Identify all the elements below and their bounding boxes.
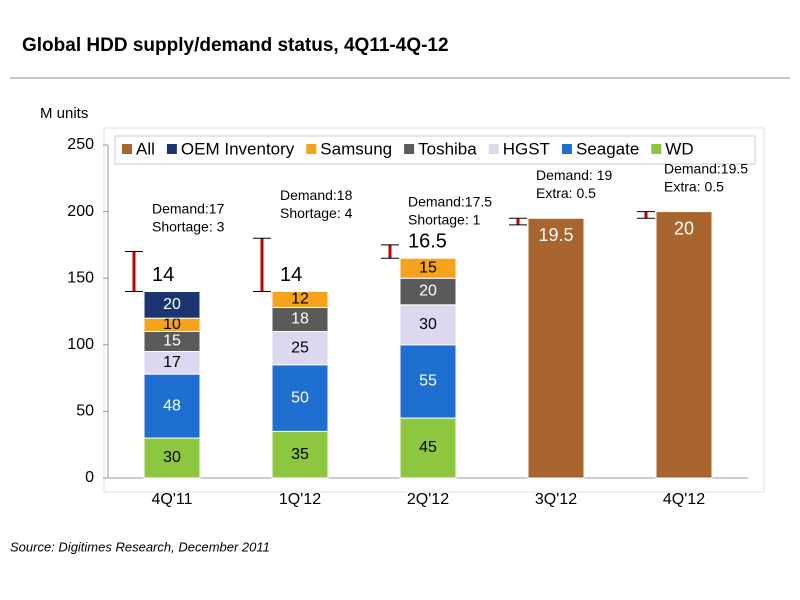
- annotation: Extra: 0.5: [664, 178, 724, 194]
- segment-label: 12: [291, 291, 309, 308]
- total-label: 14: [152, 264, 174, 286]
- segment-label: 48: [163, 397, 181, 414]
- annotation: Demand:17.5: [408, 194, 492, 210]
- x-tick-label: 4Q'12: [663, 491, 705, 508]
- bar-segment: [271, 364, 329, 432]
- legend-label: WD: [665, 139, 693, 158]
- segment-label: 20: [163, 296, 181, 313]
- legend-swatch: [488, 144, 499, 154]
- legend-swatch: [651, 144, 662, 154]
- annotation: Extra: 0.5: [536, 185, 596, 201]
- y-tick-label: 200: [67, 203, 94, 220]
- bar-segment: [399, 257, 457, 279]
- bar-segment: [143, 437, 201, 479]
- segment-label: 15: [163, 333, 181, 350]
- segment-label: 15: [419, 259, 437, 276]
- x-tick-label: 3Q'12: [535, 491, 577, 508]
- legend-swatch: [404, 144, 415, 154]
- segment-label: 18: [291, 311, 309, 328]
- segment-label: 20: [674, 218, 694, 238]
- total-label: 14: [280, 264, 302, 286]
- legend-label: Seagate: [576, 139, 639, 158]
- y-tick-label: 50: [76, 403, 94, 420]
- annotation: Demand:17: [152, 200, 225, 216]
- bar-segment: [399, 277, 457, 306]
- annotation: Shortage: 3: [152, 218, 225, 234]
- legend-box: [114, 135, 756, 165]
- legend-swatch: [306, 144, 317, 154]
- chart-title: Global HDD supply/demand status, 4Q11-4Q…: [22, 35, 449, 56]
- legend-swatch: [561, 144, 572, 154]
- bar-segment: [399, 417, 457, 479]
- segment-label: 17: [163, 354, 181, 371]
- y-axis-label: M units: [40, 105, 88, 122]
- annotation: Demand:18: [280, 187, 353, 203]
- segment-label: 25: [291, 339, 309, 356]
- y-tick-label: 150: [67, 269, 94, 286]
- plot-frame: [103, 127, 765, 493]
- y-tick-label: 250: [67, 136, 94, 153]
- legend-label: Samsung: [320, 139, 392, 158]
- segment-label: 35: [291, 446, 309, 463]
- bar-segment: [271, 291, 329, 309]
- bar-segment: [271, 330, 329, 366]
- annotation: Demand:19.5: [664, 160, 748, 176]
- segment-label: 55: [419, 373, 437, 390]
- segment-label: 19.5: [538, 225, 573, 245]
- x-tick-label: 2Q'12: [407, 491, 449, 508]
- total-label: 16.5: [408, 231, 447, 253]
- bar-segment: [143, 291, 201, 319]
- segment-label: 50: [291, 389, 309, 406]
- segment-label: 30: [163, 449, 181, 466]
- annotation: Shortage: 4: [280, 205, 353, 221]
- legend-label: Toshiba: [418, 139, 477, 158]
- bar-segment: [655, 211, 713, 479]
- legend-swatch: [166, 144, 177, 154]
- annotation: Demand: 19: [536, 167, 612, 183]
- x-tick-label: 4Q'11: [151, 491, 192, 508]
- segment-label: 20: [419, 283, 437, 300]
- y-tick-label: 100: [67, 336, 94, 353]
- legend-label: HGST: [503, 139, 550, 158]
- segment-label: 30: [419, 316, 437, 333]
- y-tick-label: 0: [85, 469, 94, 486]
- bar-segment: [527, 217, 585, 479]
- bar-segment: [399, 304, 457, 346]
- segment-label: 10: [163, 316, 181, 333]
- legend-swatch: [122, 144, 132, 154]
- segment-label: 45: [419, 439, 437, 456]
- legend-label: All: [136, 139, 155, 158]
- annotation: Shortage: 1: [408, 212, 481, 228]
- bar-segment: [399, 344, 457, 419]
- source-note: Source: Digitimes Research, December 201…: [10, 539, 270, 554]
- x-tick-label: 1Q'12: [279, 491, 321, 508]
- legend-label: OEM Inventory: [181, 139, 295, 158]
